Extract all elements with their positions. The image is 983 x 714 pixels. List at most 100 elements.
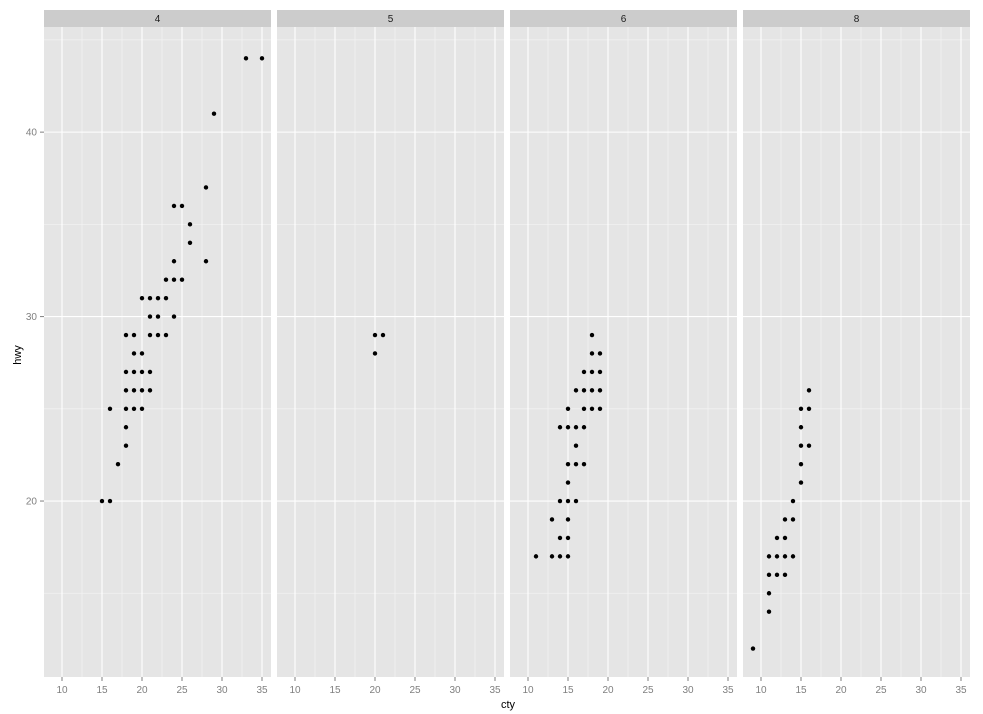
data-point [147, 314, 153, 319]
data-point [798, 461, 804, 467]
data-point [123, 332, 129, 338]
data-point [155, 295, 161, 301]
data-point [565, 461, 571, 467]
data-point [565, 425, 571, 430]
y-axis: 20 30 40 [26, 128, 44, 508]
data-point [573, 443, 579, 448]
data-point [573, 388, 579, 393]
data-point [107, 406, 113, 412]
data-point [147, 332, 153, 338]
x-tick-label: 35 [722, 685, 734, 696]
data-point [557, 425, 563, 430]
data-point [806, 443, 812, 448]
data-point [798, 425, 804, 430]
data-point [372, 351, 378, 356]
x-tick-label: 30 [915, 685, 927, 696]
data-point [774, 554, 780, 559]
x-tick-label: 35 [489, 685, 501, 696]
y-tick-label: 30 [26, 312, 38, 323]
data-point [790, 554, 796, 559]
x-tick-label: 25 [642, 685, 654, 696]
data-point [790, 498, 796, 504]
y-tick-label: 40 [26, 128, 38, 139]
data-point [171, 203, 177, 209]
x-tick-label: 20 [835, 685, 847, 696]
data-point [581, 461, 587, 467]
data-point [179, 277, 185, 282]
data-point [115, 461, 121, 467]
data-point [99, 498, 105, 504]
data-point [549, 554, 555, 559]
data-point [107, 498, 113, 504]
data-point [774, 572, 780, 578]
data-point [597, 351, 603, 356]
data-point [131, 332, 137, 338]
data-point [203, 259, 209, 264]
x-tick-label: 15 [795, 685, 807, 696]
data-point [557, 535, 563, 541]
facet-strip-label: 6 [621, 14, 627, 25]
facet-panel-6: 6 10 15 20 25 30 35 [510, 10, 737, 696]
data-point [380, 332, 386, 338]
data-point [163, 277, 169, 282]
x-tick-label: 20 [136, 685, 148, 696]
data-point [139, 295, 145, 301]
x-tick-label: 25 [875, 685, 887, 696]
facet-panel-5: 5 10 15 20 25 30 35 [277, 10, 504, 696]
data-point [139, 388, 145, 393]
data-point [179, 203, 185, 209]
x-tick-label: 10 [289, 685, 301, 696]
x-tick-label: 25 [176, 685, 188, 696]
data-point [203, 185, 209, 190]
data-point [565, 406, 571, 412]
x-tick-label: 15 [329, 685, 341, 696]
data-point [565, 535, 571, 541]
data-point [798, 406, 804, 412]
data-point [806, 406, 812, 412]
data-point [139, 369, 145, 375]
panel-background [743, 27, 970, 677]
x-tick-label: 30 [216, 685, 228, 696]
facet-strip-label: 8 [854, 14, 860, 25]
data-point [123, 406, 129, 412]
data-point [581, 425, 587, 430]
data-point [139, 406, 145, 412]
data-point [155, 332, 161, 338]
facet-strip [743, 10, 970, 27]
data-point [372, 332, 378, 338]
data-point [147, 369, 153, 375]
data-point [798, 443, 804, 448]
facet-panel-4: 4 10 15 20 25 30 35 [44, 10, 271, 696]
x-tick-label: 10 [56, 685, 68, 696]
panel-background [510, 27, 737, 677]
data-point [589, 332, 595, 338]
data-point [589, 369, 595, 375]
data-point [766, 591, 772, 596]
x-tick-label: 15 [96, 685, 108, 696]
data-point [565, 498, 571, 504]
data-point [782, 517, 788, 522]
data-point [123, 443, 129, 448]
data-point [782, 554, 788, 559]
data-point [597, 369, 603, 375]
x-axis-title: cty [501, 699, 516, 711]
data-point [589, 388, 595, 393]
data-point [565, 480, 571, 485]
facet-strip [277, 10, 504, 27]
data-point [750, 646, 756, 651]
data-point [557, 498, 563, 504]
facet-strip-label: 4 [155, 14, 161, 25]
data-point [171, 314, 177, 319]
data-point [782, 535, 788, 541]
panel-background [277, 27, 504, 677]
data-point [589, 351, 595, 356]
data-point [187, 222, 193, 227]
facet-strip [510, 10, 737, 27]
data-point [573, 425, 579, 430]
data-point [581, 388, 587, 393]
data-point [131, 351, 137, 356]
data-point [806, 388, 812, 393]
data-point [123, 369, 129, 375]
